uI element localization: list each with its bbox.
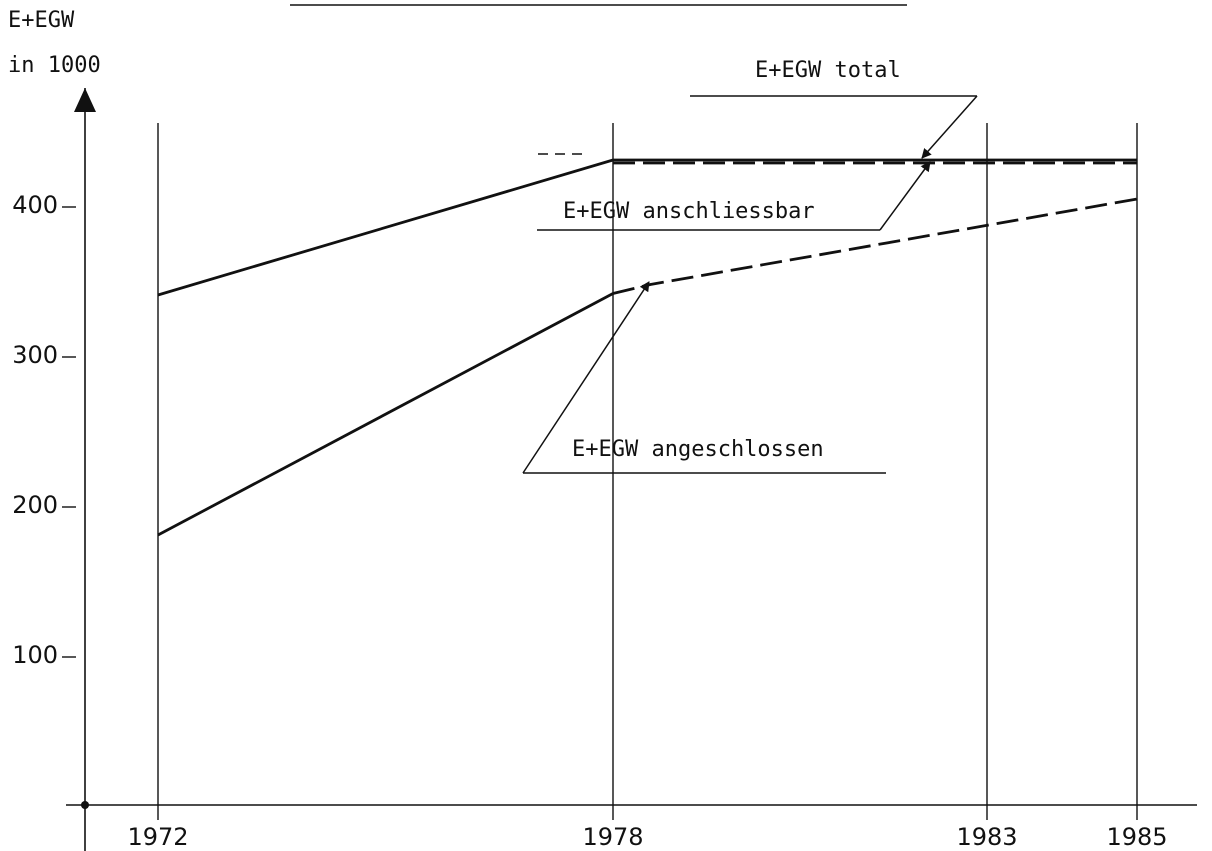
annotation-angeschlossen-arrow xyxy=(522,281,650,474)
vertical-gridlines xyxy=(157,123,1138,820)
y-tick-label-400: 400 xyxy=(12,191,58,219)
x-tick-label-1978: 1978 xyxy=(582,823,643,851)
y-tick-label-100: 100 xyxy=(12,641,58,669)
series-line-0 xyxy=(157,158,1137,297)
origin-dot xyxy=(81,801,89,809)
x-tick-label-1983: 1983 xyxy=(956,823,1017,851)
y-tick-label-200: 200 xyxy=(12,491,58,519)
y-axis-label-line2: in 1000 xyxy=(8,53,101,78)
y-axis-arrow-icon xyxy=(74,88,96,112)
y-tick-labels: 100 200 300 400 xyxy=(12,191,76,669)
series-lines xyxy=(157,158,1138,537)
annotation-anschliessbar-arrow xyxy=(879,161,931,231)
annotation-total-arrow xyxy=(921,95,978,159)
series-line-2 xyxy=(157,292,614,537)
y-axis-label-line1: E+EGW xyxy=(8,8,75,33)
annotation-anschliessbar: E+EGW anschliessbar xyxy=(537,161,931,231)
x-tick-labels: 1972 1978 1983 1985 xyxy=(127,823,1167,851)
series-line-3 xyxy=(612,197,1138,295)
annotation-angeschlossen: E+EGW angeschlossen xyxy=(522,281,886,474)
annotation-total-label: E+EGW total xyxy=(755,58,901,83)
y-tick-label-300: 300 xyxy=(12,341,58,369)
x-tick-label-1985: 1985 xyxy=(1106,823,1167,851)
annotation-angeschlossen-label: E+EGW angeschlossen xyxy=(572,437,824,462)
annotation-anschliessbar-label: E+EGW anschliessbar xyxy=(563,199,815,224)
x-tick-label-1972: 1972 xyxy=(127,823,188,851)
annotation-total: E+EGW total xyxy=(690,58,978,159)
